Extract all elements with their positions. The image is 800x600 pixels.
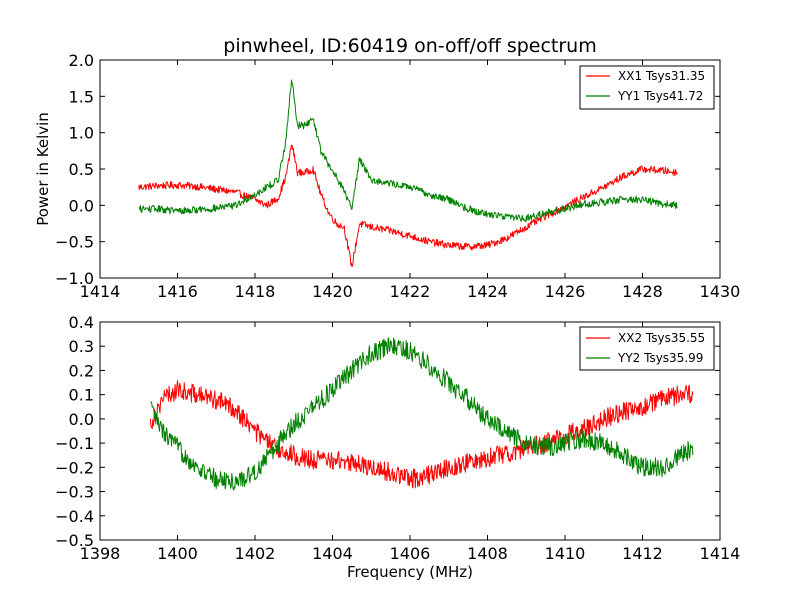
y-tick-label: 1.5 <box>69 87 94 106</box>
x-tick-label: 1412 <box>622 544 663 563</box>
x-tick-label: 1410 <box>545 544 586 563</box>
x-tick-label: 1424 <box>467 282 508 301</box>
x-tick-label: 1400 <box>157 544 198 563</box>
x-tick-label: 1416 <box>157 282 198 301</box>
y-tick-label: −0.5 <box>55 531 94 550</box>
bottom-panel-legend-box <box>579 326 715 371</box>
top-panel-frame <box>99 59 721 279</box>
bottom-legend-label-yy2: YY2 Tsys35.99 <box>617 351 703 365</box>
y-tick-label: 0.1 <box>69 386 94 405</box>
x-tick-label: 1406 <box>390 544 431 563</box>
series-line-yy1 <box>138 79 678 223</box>
x-tick-label: 1414 <box>700 544 741 563</box>
top-panel-legend: XX1 Tsys31.35 YY1 Tsys41.72 <box>579 65 715 110</box>
y-tick-label: 0.4 <box>69 313 94 332</box>
bottom-panel-xlabel: Frequency (MHz) <box>347 563 473 581</box>
x-tick-label: 1398 <box>80 544 121 563</box>
y-tick-label: −0.5 <box>55 233 94 252</box>
y-tick-label: 0.0 <box>69 196 94 215</box>
y-tick-label: 0.5 <box>69 160 94 179</box>
y-tick-label: 2.0 <box>69 51 94 70</box>
y-tick-label: −0.2 <box>55 458 94 477</box>
bottom-legend-label-xx2: XX2 Tsys35.55 <box>618 331 705 345</box>
y-tick-label: 1.0 <box>69 124 94 143</box>
y-tick-label: −0.1 <box>55 434 94 453</box>
x-tick-label: 1408 <box>467 544 508 563</box>
x-tick-label: 1428 <box>622 282 663 301</box>
series-line-xx1 <box>138 144 678 268</box>
bottom-panel-frame <box>99 321 721 541</box>
x-tick-label: 1430 <box>700 282 741 301</box>
top-panel-ylabel: Power in Kelvin <box>34 112 52 226</box>
x-tick-label: 1404 <box>312 544 353 563</box>
x-tick-label: 1414 <box>80 282 121 301</box>
x-tick-label: 1402 <box>235 544 276 563</box>
top-legend-label-xx1: XX1 Tsys31.35 <box>618 69 705 83</box>
top-panel-ticks: 1414 1416 1418 1420 1422 1424 1426 1428 1430 −1.0… <box>55 51 740 301</box>
top-panel-series-layer <box>138 79 678 268</box>
bottom-panel-series-layer <box>149 337 694 491</box>
y-tick-label: −0.3 <box>55 483 94 502</box>
top-panel-title: pinwheel, ID:60419 on-off/off spectrum <box>223 35 596 57</box>
top-legend-label-yy1: YY1 Tsys41.72 <box>617 89 703 103</box>
bottom-panel: Frequency (MHz) 1398 1400 1402 1404 1406 1408… <box>55 313 740 581</box>
top-panel: pinwheel, ID:60419 on-off/off spectrum P… <box>34 35 740 301</box>
y-tick-label: 0.0 <box>69 410 94 429</box>
top-panel-legend-box <box>579 65 715 110</box>
series-line-xx2 <box>149 380 694 489</box>
series-line-yy2 <box>150 337 694 491</box>
y-tick-label: −1.0 <box>55 269 94 288</box>
bottom-panel-ticks: 1398 1400 1402 1404 1406 1408 1410 1412 1414 −0.5… <box>55 313 740 563</box>
x-tick-label: 1422 <box>390 282 431 301</box>
x-tick-label: 1418 <box>235 282 276 301</box>
x-tick-label: 1426 <box>545 282 586 301</box>
y-tick-label: 0.2 <box>69 361 94 380</box>
bottom-panel-legend: XX2 Tsys35.55 YY2 Tsys35.99 <box>579 326 715 371</box>
y-tick-label: 0.3 <box>69 337 94 356</box>
y-tick-label: −0.4 <box>55 507 94 526</box>
x-tick-label: 1420 <box>312 282 353 301</box>
